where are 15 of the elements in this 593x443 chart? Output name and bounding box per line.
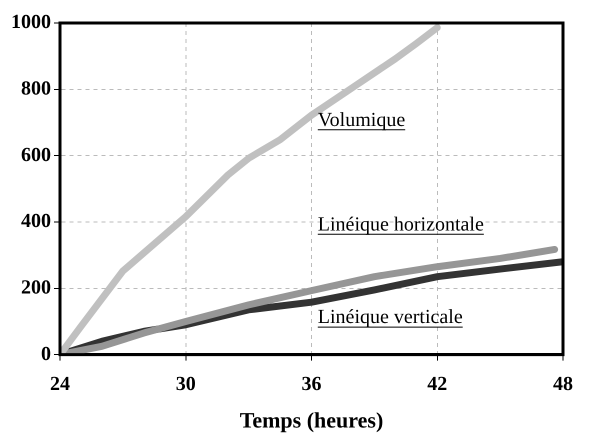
x-axis-title: Temps (heures) <box>240 407 384 432</box>
y-tick-label: 600 <box>21 144 51 166</box>
y-tick-label: 400 <box>21 210 51 232</box>
series-label: Volumique <box>318 108 406 131</box>
y-tick-label: 800 <box>21 77 51 100</box>
x-tick-label: 48 <box>553 372 573 395</box>
y-tick-label: 1000 <box>11 11 51 34</box>
y-tick-label: 200 <box>21 276 51 298</box>
x-tick-label: 24 <box>50 372 70 395</box>
x-tick-label: 42 <box>427 372 448 395</box>
series-label: Linéique horizontale <box>318 213 484 236</box>
series-label: Linéique verticale <box>318 306 463 328</box>
x-tick-label: 36 <box>302 372 322 395</box>
y-tick-label: 0 <box>41 342 51 365</box>
x-tick-label: 30 <box>176 372 196 395</box>
